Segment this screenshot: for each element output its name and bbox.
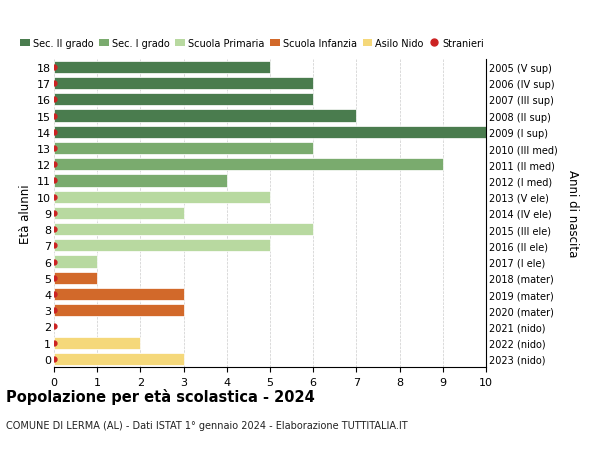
Legend: Sec. II grado, Sec. I grado, Scuola Primaria, Scuola Infanzia, Asilo Nido, Stran: Sec. II grado, Sec. I grado, Scuola Prim…	[20, 39, 484, 49]
Bar	[54, 159, 443, 171]
Bar	[54, 110, 356, 123]
Bar	[54, 288, 184, 301]
Bar	[54, 94, 313, 106]
Bar	[54, 143, 313, 155]
Bar	[54, 175, 227, 187]
Bar	[54, 207, 184, 219]
Bar	[54, 240, 270, 252]
Bar	[54, 304, 184, 317]
Y-axis label: Anni di nascita: Anni di nascita	[566, 170, 579, 257]
Bar	[54, 78, 313, 90]
Bar	[54, 191, 270, 203]
Text: Popolazione per età scolastica - 2024: Popolazione per età scolastica - 2024	[6, 388, 315, 404]
Text: COMUNE DI LERMA (AL) - Dati ISTAT 1° gennaio 2024 - Elaborazione TUTTITALIA.IT: COMUNE DI LERMA (AL) - Dati ISTAT 1° gen…	[6, 420, 407, 430]
Bar	[54, 62, 270, 74]
Y-axis label: Età alunni: Età alunni	[19, 184, 32, 243]
Bar	[54, 256, 97, 268]
Bar	[54, 353, 184, 365]
Bar	[54, 337, 140, 349]
Bar	[54, 272, 97, 284]
Bar	[54, 224, 313, 235]
Bar	[54, 126, 486, 139]
